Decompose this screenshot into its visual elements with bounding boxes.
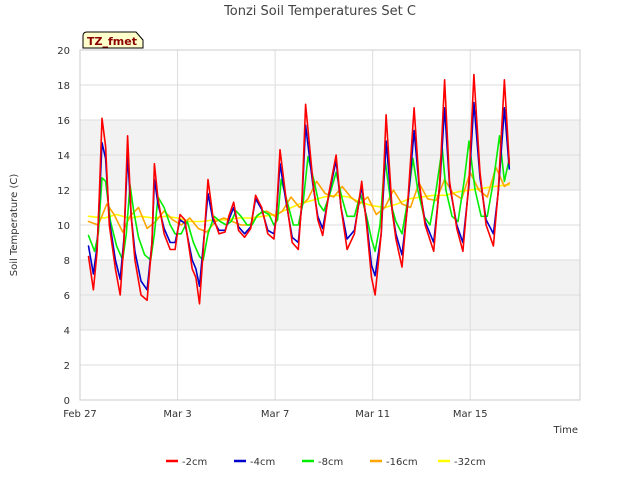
series-line-16cmcm [87, 166, 511, 233]
y-tick-label: 16 [57, 116, 70, 127]
legend-entry: -32cm [454, 457, 486, 468]
y-tick-label: 10 [57, 221, 70, 232]
y-tick-label: 4 [64, 326, 70, 337]
site-label: TZ_fmet [87, 35, 137, 48]
y-tick-label: 8 [64, 256, 70, 267]
legend: -2cm -4cm -8cm -16cm -32cm [166, 457, 486, 468]
background-band [80, 260, 580, 295]
x-tick-label: Mar 3 [163, 409, 191, 420]
x-tick-label: Feb 27 [63, 409, 97, 420]
background-band [80, 330, 580, 365]
y-tick-label: 6 [64, 291, 70, 302]
legend-entry: -4cm [250, 457, 275, 468]
x-axis-label: Time [553, 425, 578, 436]
series-lines [87, 73, 511, 305]
background-band [80, 85, 580, 120]
series-line-2cmcm [87, 73, 511, 305]
y-tick-label: 2 [64, 361, 70, 372]
chart-title: Tonzi Soil Temperatures Set C [223, 4, 416, 19]
x-tick-labels: Feb 27 Mar 3 Mar 7 Mar 11 Mar 15 [63, 409, 487, 420]
y-tick-label: 20 [57, 46, 70, 57]
site-label-box: TZ_fmet [82, 31, 144, 49]
background-band [80, 295, 580, 330]
y-axis-label: Soil Temperature (C) [9, 174, 20, 277]
y-tick-label: 18 [57, 81, 70, 92]
y-tick-label: 14 [57, 151, 70, 162]
background-band [80, 120, 580, 155]
legend-entry: -16cm [386, 457, 418, 468]
x-tick-label: Mar 11 [355, 409, 390, 420]
y-tick-label: 12 [57, 186, 70, 197]
background-band [80, 365, 580, 400]
x-tick-label: Mar 7 [261, 409, 289, 420]
plot-frame [79, 49, 581, 401]
x-tick-label: Mar 15 [453, 409, 488, 420]
legend-entry: -8cm [318, 457, 343, 468]
background-band [80, 50, 580, 85]
y-tick-labels: 0 2 4 6 8 10 12 14 16 18 20 [57, 46, 70, 407]
legend-entry: -2cm [182, 457, 207, 468]
y-tick-label: 0 [64, 396, 70, 407]
